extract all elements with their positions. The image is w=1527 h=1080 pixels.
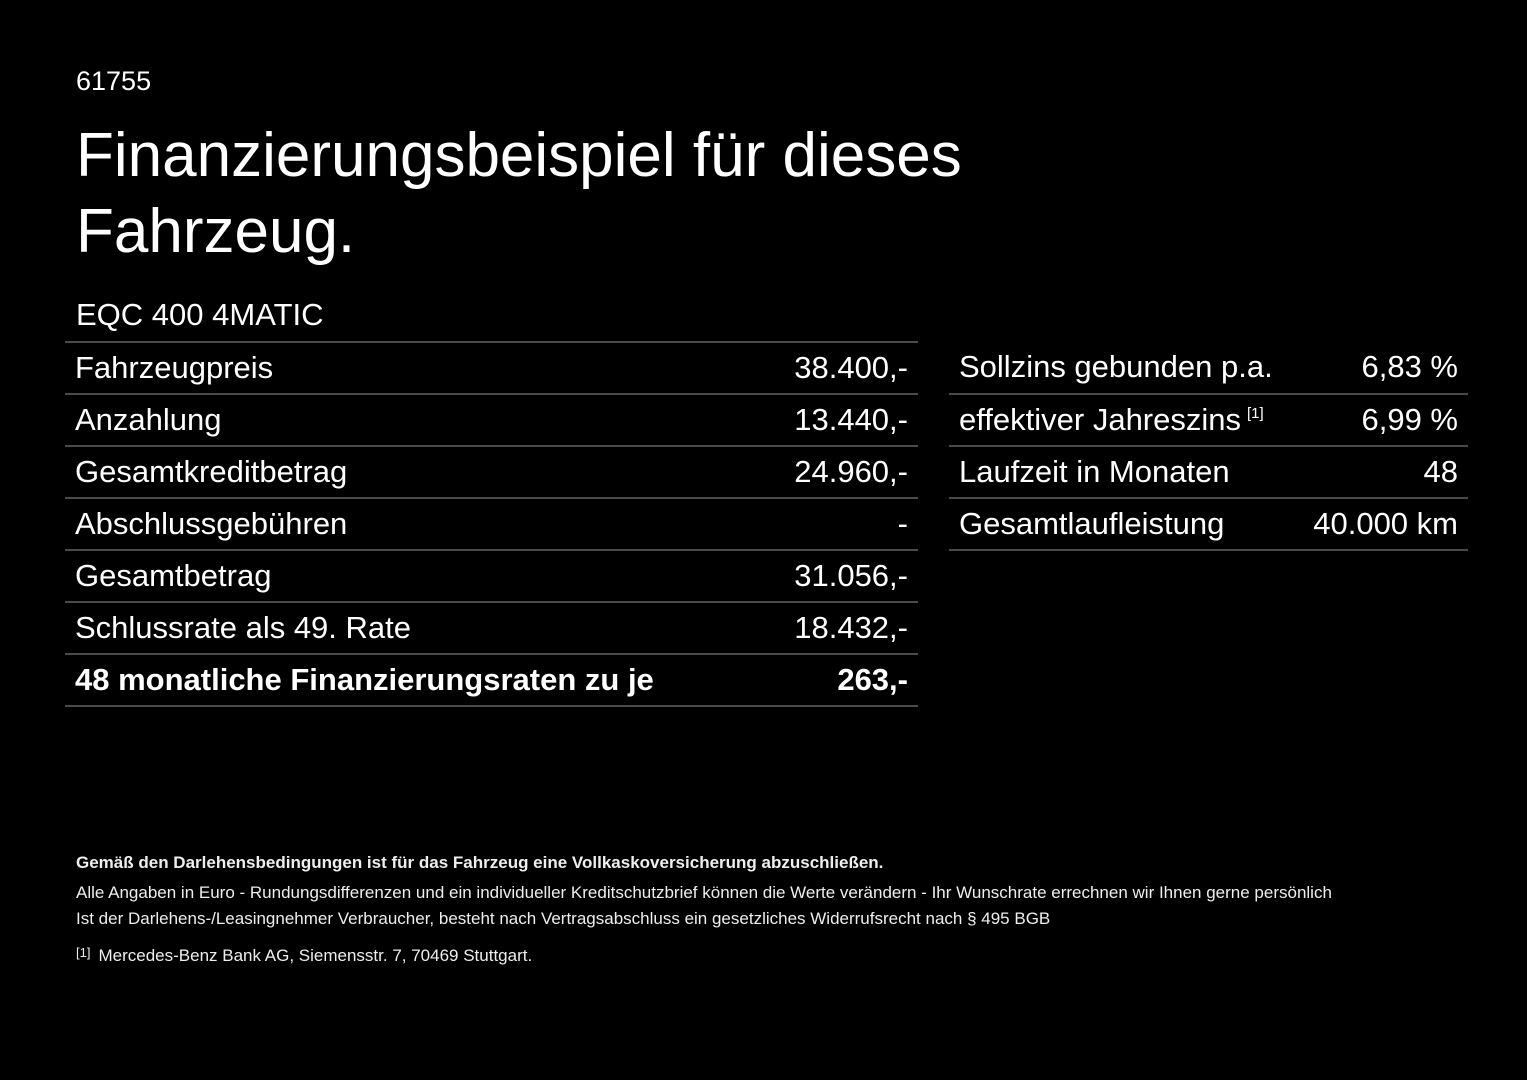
row-value: 40.000 km [1296,498,1468,551]
row-label: Laufzeit in Monaten [949,446,1297,499]
row-value: 13.440,- [762,394,918,447]
row-value: 24.960,- [762,446,918,499]
row-value: 6,83 % [1296,341,1468,395]
interest-table: Sollzins gebunden p.a. 6,83 % effektiver … [949,341,1468,551]
footnote-ref: [1] [1247,405,1264,422]
row-label: Fahrzeugpreis [65,342,763,395]
row-label: Gesamtlaufleistung [949,498,1297,551]
row-label-cell: effektiver Jahreszins [1] [949,394,1297,447]
row-label: Sollzins gebunden p.a. [949,341,1297,395]
page-title: Finanzierungsbeispiel für dieses Fahrzeu… [76,121,962,266]
offer-code: 61755 [76,66,152,96]
row-label: Gesamtkreditbetrag [65,446,763,499]
table-row: Sollzins gebunden p.a. 6,83 % [949,341,1468,395]
table-row: Gesamtkreditbetrag 24.960,- [65,446,918,499]
row-label: Schlussrate als 49. Rate [65,602,763,655]
row-value: 48 [1296,446,1468,499]
table-row: effektiver Jahreszins [1] 6,99 % [949,394,1468,447]
row-value: 18.432,- [762,602,918,655]
row-value: 6,99 % [1296,394,1468,447]
table-row: Schlussrate als 49. Rate 18.432,- [65,602,918,655]
table-row: Gesamtbetrag 31.056,- [65,550,918,603]
row-value: 31.056,- [762,550,918,603]
table-row: Fahrzeugpreis 38.400,- [65,342,918,395]
table-row: Gesamtlaufleistung 40.000 km [949,498,1468,551]
row-label: 48 monatliche Finanzierungsraten zu je [65,654,763,707]
row-value: - [762,498,918,551]
table-row: Anzahlung 13.440,- [65,394,918,447]
disclaimer-line: Alle Angaben in Euro - Rundungsdifferenz… [76,883,1332,902]
row-label: effektiver Jahreszins [959,402,1241,437]
row-label: Gesamtbetrag [65,550,763,603]
row-label: Anzahlung [65,394,763,447]
footnote-ref: [1] [76,945,91,960]
monthly-rate-row: 48 monatliche Finanzierungsraten zu je 26… [65,654,918,707]
insurance-note: Gemäß den Darlehensbedingungen ist für d… [76,853,884,872]
row-value: 38.400,- [762,342,918,395]
footnote: [1] Mercedes-Benz Bank AG, Siemensstr. 7,… [76,945,532,966]
footnote-text: Mercedes-Benz Bank AG, Siemensstr. 7, 70… [98,946,533,965]
row-label: Abschlussgebühren [65,498,763,551]
row-value: 263,- [762,654,918,707]
table-row: Laufzeit in Monaten 48 [949,446,1468,499]
disclaimer-line: Ist der Darlehens-/Leasingnehmer Verbrau… [76,909,1051,928]
table-row: Abschlussgebühren - [65,498,918,551]
model-name: EQC 400 4MATIC [76,297,324,332]
financing-table: Fahrzeugpreis 38.400,- Anzahlung 13.440,- … [65,341,918,707]
